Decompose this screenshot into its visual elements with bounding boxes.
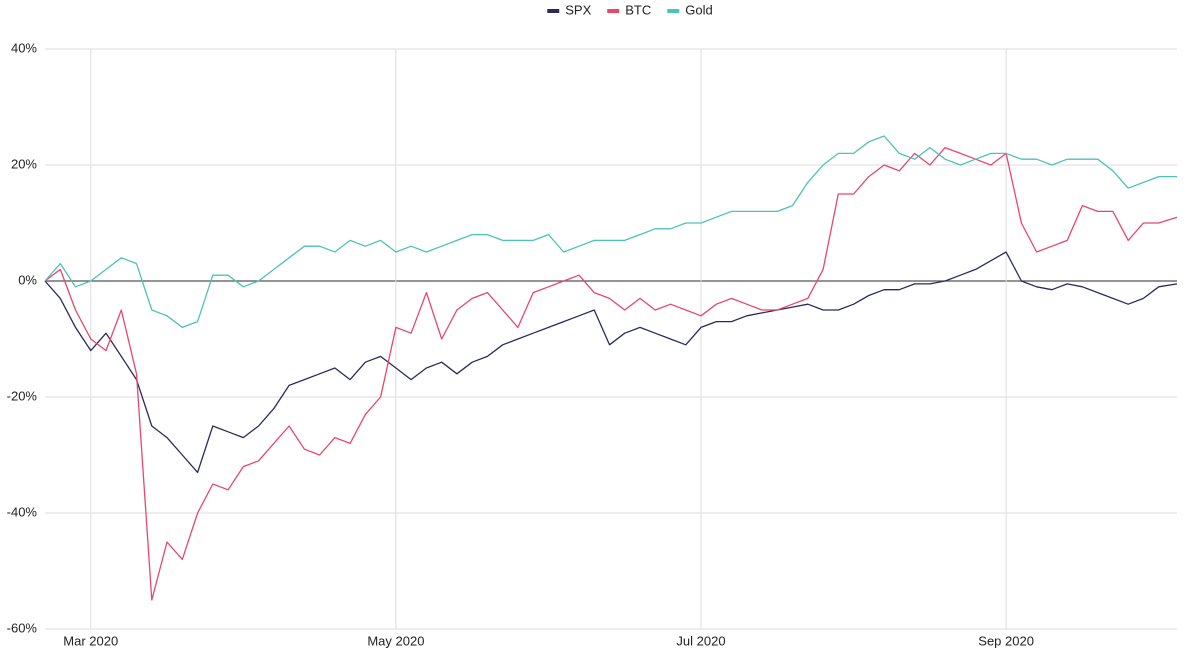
y-tick-label: -40% <box>7 504 38 519</box>
x-tick-label: Sep 2020 <box>978 633 1034 648</box>
legend-label: BTC <box>625 2 651 17</box>
series-line <box>44 146 1178 601</box>
x-tick-label: Jul 2020 <box>676 633 725 648</box>
x-tick-label: May 2020 <box>367 633 424 648</box>
y-tick-label: 20% <box>11 156 37 171</box>
y-tick-label: 40% <box>11 40 37 55</box>
y-tick-label: 0% <box>18 272 37 287</box>
legend-label: SPX <box>565 2 591 17</box>
series-line <box>44 135 1177 329</box>
legend-label: Gold <box>685 2 712 17</box>
series-line <box>44 251 1178 474</box>
y-tick-label: -20% <box>7 388 38 403</box>
y-tick-label: -60% <box>7 620 38 635</box>
x-tick-label: Mar 2020 <box>63 633 118 648</box>
